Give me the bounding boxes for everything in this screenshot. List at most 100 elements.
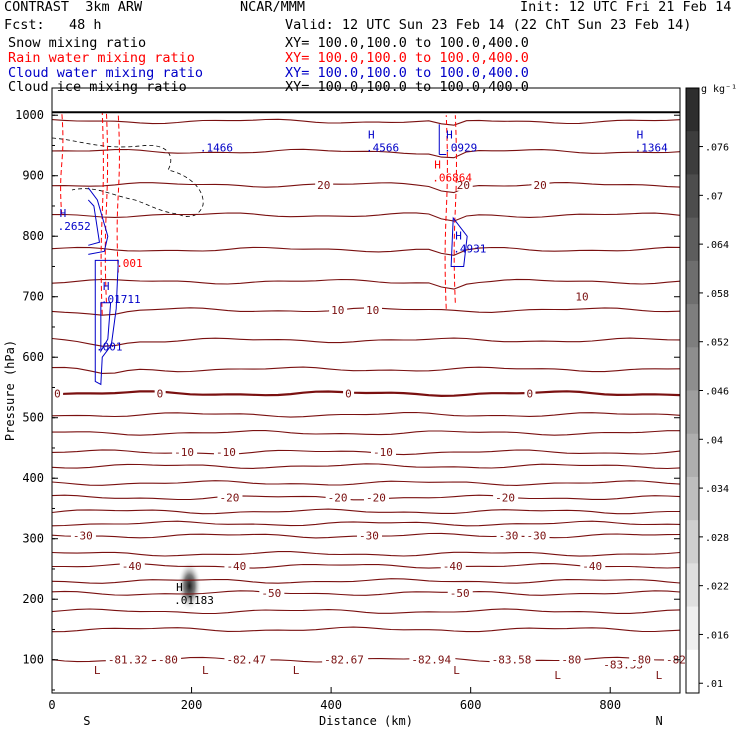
contour-label-bg: [524, 529, 550, 542]
temperature-contour-label: -40: [443, 560, 463, 573]
cloud-water-contour: [87, 187, 109, 255]
contour-label-bg: [357, 529, 383, 542]
colorbar-tick-label: .028: [705, 533, 729, 544]
temperature-contour: [51, 480, 681, 486]
temperature-contour-label: -20: [495, 492, 515, 505]
contour-label-bg: [224, 559, 250, 572]
init-time: Init: 12 UTC Fri 21 Feb 14: [520, 0, 732, 15]
extremum-value-label: .2652: [58, 220, 91, 233]
y-tick-label: 100: [22, 653, 44, 667]
temperature-contour-label: 0: [526, 388, 533, 401]
colorbar-tick-label: .016: [705, 630, 729, 641]
contour-label-bg: [524, 387, 536, 400]
contour-label-bg: [559, 653, 585, 666]
temperature-low-marker: L: [202, 664, 209, 677]
contour-label-bg: [493, 491, 519, 504]
colorbar-tick-label: .046: [705, 387, 729, 398]
y-tick-label: 800: [22, 229, 44, 243]
colorbar-swatch: [686, 390, 699, 435]
contour-label-bg: [454, 178, 473, 191]
temperature-contour-label: -10: [174, 446, 194, 459]
temperature-contour-label: -82.67: [324, 654, 364, 667]
extremum-value-label: .001: [96, 340, 123, 353]
temperature-contour-label: 0: [157, 388, 164, 401]
contour-label-bg: [154, 387, 166, 400]
temperature-contour: [52, 430, 680, 436]
temperature-contour-label: -10: [373, 446, 393, 459]
colorbar-swatch: [686, 347, 699, 391]
extremum-value-label: .01711: [101, 293, 141, 306]
cloud-water-contour: [94, 259, 119, 386]
temperature-contour: [51, 182, 681, 194]
field-xy-cloud-water: XY= 100.0,100.0 to 100.0,400.0: [285, 65, 529, 81]
extremum-value-label: .001: [116, 257, 143, 270]
colorbar-swatch: [686, 304, 699, 348]
forecast-hour: Fcst: 48 h: [4, 17, 102, 33]
contour-label-bg: [489, 653, 536, 666]
temperature-contour: [51, 366, 681, 374]
temperature-contour-label: -81.32: [108, 654, 148, 667]
contour-label-bg: [52, 387, 64, 400]
extremum-value-label: .4931: [453, 242, 486, 255]
temperature-contour: [51, 278, 681, 290]
temperature-contour-label: -50: [450, 587, 470, 600]
colorbar-swatch: [686, 433, 699, 478]
temperature-contour-label: -30: [526, 530, 546, 543]
colorbar-tick-label: .07: [705, 191, 723, 202]
contour-label-bg: [496, 529, 522, 542]
temperature-low-marker: L: [94, 664, 101, 677]
y-tick-label: 500: [22, 411, 44, 425]
temperature-contour-label: -82.47: [226, 654, 266, 667]
temperature-contour-label: -10: [216, 446, 236, 459]
endpoint-south: S: [83, 714, 90, 728]
temperature-contour-label: -80: [561, 654, 581, 667]
y-tick-label: 1000: [15, 108, 44, 122]
temperature-contour: [51, 608, 681, 615]
contour-label-bg: [325, 491, 351, 504]
extremum-value-label: .06864: [432, 172, 472, 185]
colorbar-swatch: [686, 174, 699, 219]
colorbar-swatch: [686, 649, 699, 694]
contour-label-bg: [315, 178, 334, 191]
cloud-water-contour: [438, 124, 447, 156]
temperature-contour-label: -83.58: [492, 654, 532, 667]
temperature-contour-label: -40: [122, 560, 142, 573]
colorbar-tick-label: .04: [705, 435, 723, 446]
contour-label-bg: [531, 178, 550, 191]
temperature-contour-label: 10: [575, 291, 588, 304]
colorbar-unit: g kg⁻¹: [701, 84, 737, 95]
rain-water-contour: [60, 112, 64, 216]
colorbar-swatch: [686, 88, 699, 132]
temperature-contour-label: 0: [54, 388, 61, 401]
contour-label-bg: [409, 653, 456, 666]
field-label-rain: Rain water mixing ratio: [8, 50, 195, 66]
contour-label-bg: [119, 559, 145, 572]
contour-label-bg: [370, 446, 396, 459]
temperature-contour-label: -82.94: [411, 654, 451, 667]
extremum-marker: H: [103, 280, 110, 293]
y-tick-label: 600: [22, 350, 44, 364]
colorbar-swatch: [686, 606, 699, 651]
temperature-contour-label: -80: [631, 654, 651, 667]
x-tick-label: 0: [48, 698, 55, 712]
contour-label-bg: [217, 491, 243, 504]
extremum-value-label: .0929: [444, 141, 477, 154]
temperature-contour: [51, 520, 681, 527]
x-tick-label: 600: [460, 698, 482, 712]
contour-label-bg: [156, 653, 182, 666]
field-label-snow: Snow mixing ratio: [8, 35, 147, 51]
temperature-low-marker: L: [293, 664, 300, 677]
y-tick-label: 400: [22, 471, 44, 485]
temperature-contour-label: -40: [226, 560, 246, 573]
extremum-value-label: .4566: [366, 141, 399, 154]
contour-label-bg: [580, 559, 606, 572]
temperature-contour: [51, 508, 680, 515]
contour-label-bg: [213, 446, 239, 459]
temperature-contour: [51, 390, 681, 398]
field-label-cloud-ice: Cloud ice mixing ratio: [8, 79, 187, 95]
y-tick-label: 300: [22, 532, 44, 546]
colorbar-tick-label: .022: [705, 582, 729, 593]
field-xy-snow: XY= 100.0,100.0 to 100.0,400.0: [285, 35, 529, 51]
extremum-marker: H: [60, 207, 67, 220]
colorbar-tick-label: .076: [705, 143, 729, 154]
